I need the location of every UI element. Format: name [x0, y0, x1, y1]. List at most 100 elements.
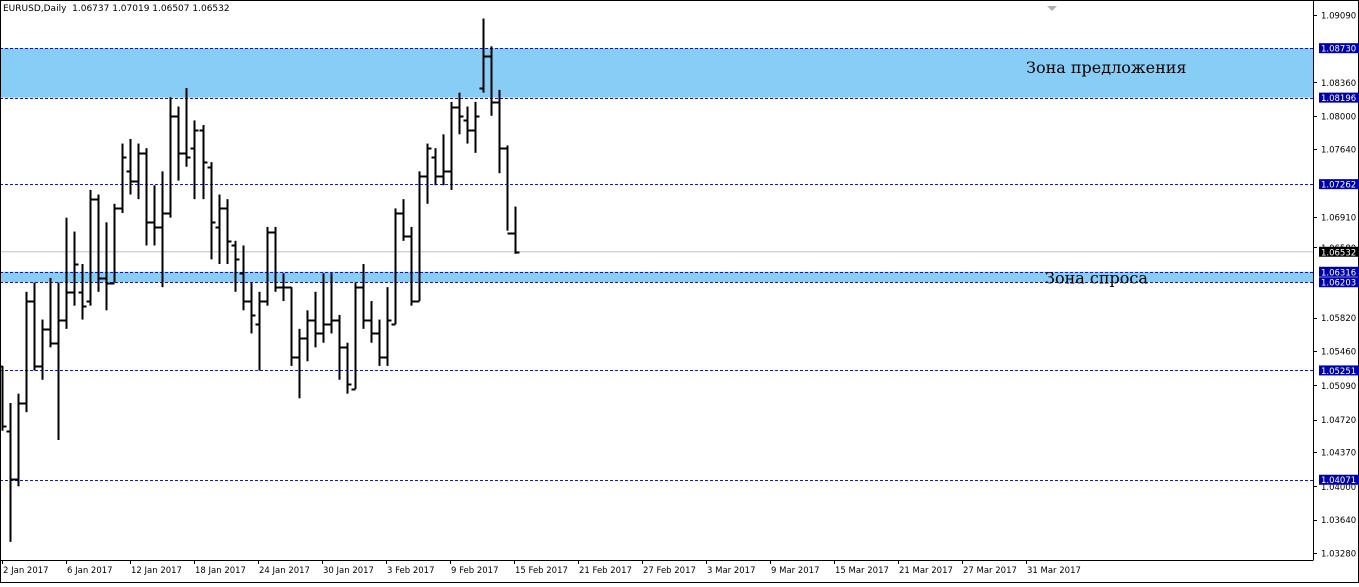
price-tick-label: 1.05090 — [1321, 382, 1356, 392]
time-tick-label: 24 Jan 2017 — [259, 566, 310, 576]
ohlc-bar — [431, 148, 440, 186]
ohlc-bar — [102, 222, 111, 311]
ohlc-bar — [150, 185, 159, 246]
levels-layer — [0, 48, 1313, 481]
ohlc-bar — [134, 143, 143, 200]
ohlc-bar — [86, 189, 95, 306]
ohlc-bar — [455, 92, 464, 135]
current-price-label: 1.06532 — [1321, 248, 1356, 258]
ohlc-bar — [199, 125, 208, 200]
time-tick-label: 9 Mar 2017 — [771, 566, 819, 576]
ohlc-bar — [22, 291, 31, 413]
level-price-badge — [1319, 92, 1359, 103]
bars-layer — [0, 18, 520, 542]
ohlc-bar — [126, 138, 135, 195]
level-price-badge — [1319, 43, 1359, 54]
ohlc-bar — [38, 319, 47, 380]
ohlc-bar — [375, 319, 384, 366]
ohlc-bar — [343, 342, 352, 394]
ohlc-bar — [46, 277, 55, 348]
ohlc-bar — [391, 208, 400, 326]
level-price-badge — [1319, 365, 1359, 376]
ohlc-bar — [94, 194, 103, 292]
ohlc-readout: 1.06737 1.07019 1.06507 1.06532 — [72, 4, 230, 14]
ohlc-bar — [110, 203, 119, 285]
level-price-label: 1.06316 — [1321, 268, 1356, 278]
ohlc-bar — [14, 393, 23, 487]
ohlc-bar — [190, 120, 199, 200]
ohlc-bar — [351, 282, 360, 391]
ohlc-bar — [311, 291, 320, 348]
time-tick-label: 2 Jan 2017 — [3, 566, 49, 576]
price-axis: 1.09090 1.08360 1.08000 1.07640 1.06910 1.065… — [1313, 11, 1359, 560]
price-tick-label: 1.04720 — [1321, 416, 1356, 426]
ohlc-bar — [207, 162, 216, 260]
ohlc-bar — [6, 402, 15, 542]
ohlc-bar — [479, 18, 488, 93]
time-tick-label: 18 Jan 2017 — [195, 566, 246, 576]
ohlc-bar — [407, 226, 416, 306]
time-tick-label: 27 Feb 2017 — [643, 566, 696, 576]
price-tick-label: 1.04370 — [1321, 449, 1356, 459]
ohlc-bar — [447, 101, 456, 190]
time-tick-label: 21 Mar 2017 — [899, 566, 953, 576]
ohlc-bar — [62, 217, 71, 329]
time-tick-label: 21 Feb 2017 — [579, 566, 632, 576]
ohlc-bar — [166, 97, 175, 218]
ohlc-bar — [174, 106, 183, 181]
ohlc-bar — [30, 282, 39, 371]
level-price-badge — [1319, 474, 1359, 485]
price-tick-label: 1.05460 — [1321, 348, 1356, 358]
ohlc-bar — [319, 273, 328, 343]
price-tick-label: 1.03640 — [1321, 516, 1356, 526]
ohlc-bar — [495, 89, 504, 174]
demand-zone-label: Зона спроса — [1045, 269, 1148, 288]
ohlc-bar — [471, 101, 480, 153]
level-price-label: 1.07262 — [1321, 181, 1356, 191]
level-price-label: 1.05251 — [1321, 367, 1356, 377]
ohlc-bar — [463, 106, 472, 144]
price-tick-label: 1.08360 — [1321, 79, 1356, 89]
ohlc-bar — [335, 314, 344, 380]
chart-header: EURUSD,Daily 1.06737 1.07019 1.06507 1.0… — [3, 4, 230, 14]
zones-layer — [0, 48, 1313, 283]
ohlc-bar — [511, 206, 520, 254]
ohlc-bar — [158, 171, 167, 288]
ohlc-bar — [54, 282, 63, 440]
time-tick-label: 9 Feb 2017 — [451, 566, 499, 576]
level-price-label: 1.08730 — [1321, 45, 1356, 55]
ohlc-bar — [263, 226, 272, 306]
ohlc-bar — [239, 245, 248, 311]
ohlc-bar — [487, 46, 496, 116]
price-tick-label: 1.05820 — [1321, 314, 1356, 324]
demand-zone — [0, 271, 1313, 283]
ohlc-bar — [255, 291, 264, 371]
time-tick-label: 15 Feb 2017 — [515, 566, 568, 576]
ohlc-bar — [415, 171, 424, 303]
ohlc-bar — [271, 226, 280, 292]
time-tick-label: 31 Mar 2017 — [1027, 566, 1081, 576]
time-tick-label: 3 Mar 2017 — [707, 566, 755, 576]
ohlc-bar — [503, 145, 512, 235]
ohlc-bar — [70, 231, 79, 306]
level-price-badge — [1319, 179, 1359, 190]
ohlc-bar — [231, 240, 240, 292]
time-tick-label: 27 Mar 2017 — [963, 566, 1017, 576]
ohlc-bar — [223, 199, 232, 264]
ohlc-bar — [367, 301, 376, 343]
shift-marker-icon — [1047, 6, 1057, 11]
ohlc-bar — [142, 148, 151, 246]
ohlc-bar — [78, 263, 87, 320]
price-tick-label: 1.03280 — [1321, 550, 1356, 560]
level-price-label: 1.06203 — [1321, 279, 1356, 289]
symbol-label: EURUSD,Daily — [3, 4, 67, 14]
price-tick-label: 1.08000 — [1321, 112, 1356, 122]
supply-zone — [0, 48, 1313, 98]
price-tick-label: 1.07640 — [1321, 146, 1356, 156]
time-tick-label: 3 Feb 2017 — [387, 566, 435, 576]
zone-labels: Зона предложения Зона спроса — [1026, 58, 1187, 287]
ohlc-bar — [383, 287, 392, 366]
ohlc-bar — [327, 273, 336, 334]
